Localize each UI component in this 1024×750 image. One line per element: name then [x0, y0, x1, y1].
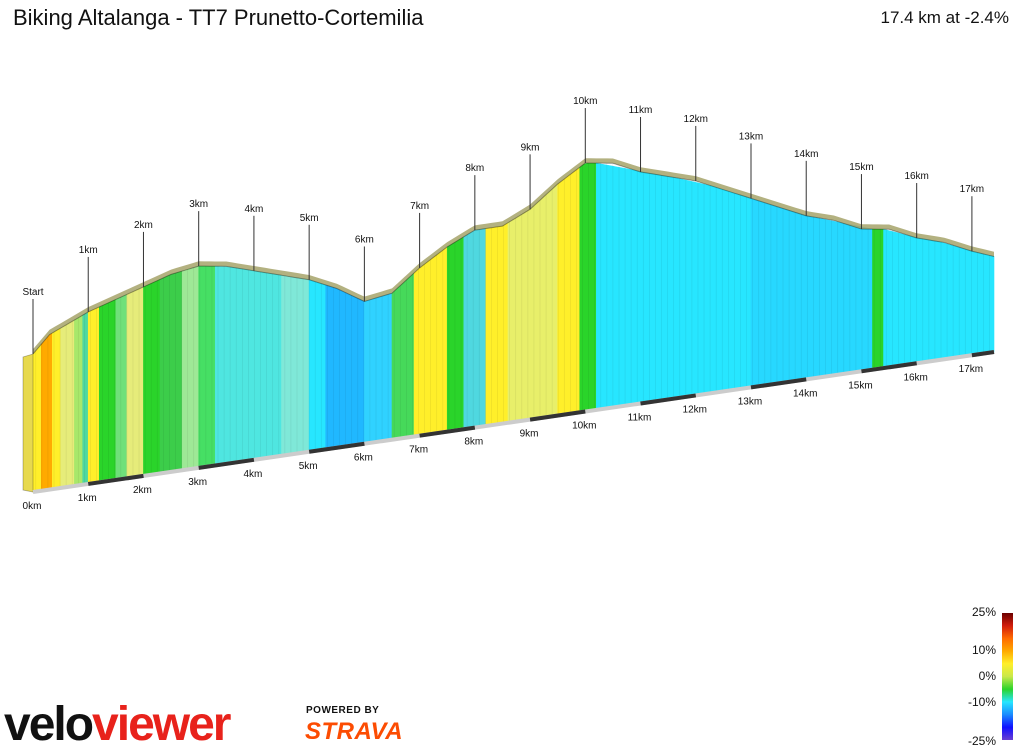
gradient-segment — [485, 222, 509, 427]
legend-label: -10% — [967, 695, 996, 709]
base-line — [32, 350, 995, 494]
gradient-segment — [32, 343, 42, 493]
km-marker-label: 6km — [355, 234, 374, 245]
x-tick-label: 10km — [572, 421, 596, 432]
km-marker-label: Start — [22, 287, 43, 298]
x-tick-label: 1km — [78, 493, 97, 504]
x-tick-label: 4km — [243, 469, 262, 480]
veloviewer-logo: veloviewer — [4, 698, 233, 750]
x-tick-label: 16km — [903, 372, 927, 383]
base-km-band — [640, 393, 697, 406]
km-marker-label: 12km — [684, 114, 708, 125]
profile-left-cap — [22, 353, 34, 493]
km-marker-label: 14km — [794, 149, 818, 160]
gradient-segment — [40, 332, 53, 492]
km-marker-label: 11km — [629, 105, 653, 116]
svg-text:veloviewer: veloviewer — [4, 698, 231, 750]
strava-logo: STRAVA — [305, 718, 404, 745]
km-marker-label: 2km — [134, 220, 153, 231]
base-km-band — [198, 457, 255, 470]
x-tick-label: 8km — [464, 437, 483, 448]
page-title: Biking Altalanga - TT7 Prunetto-Cortemil… — [13, 5, 424, 30]
legend-label: 10% — [971, 643, 996, 657]
base-km-band — [529, 409, 586, 422]
x-tick-label: 11km — [628, 412, 652, 423]
profile-labels-group: 0km 1km 2km 3km 4km 5km 6km 7km 8km 9km 10km 11km 12… — [22, 96, 984, 512]
gradient-segment — [87, 306, 100, 485]
base-km-band — [971, 350, 995, 358]
powered-by-label: POWERED BY — [306, 705, 380, 716]
km-marker-label: 7km — [410, 201, 429, 212]
elevation-profile-chart: 0km 1km 2km 3km 4km 5km 6km 7km 8km 9km 10km 11km 12… — [22, 96, 995, 512]
x-tick-label: 13km — [738, 396, 762, 407]
legend-label: 25% — [971, 605, 996, 619]
gradient-segment — [126, 286, 144, 479]
gradient-segment — [181, 265, 199, 471]
gradient-segment — [325, 284, 365, 450]
x-tick-label: 2km — [133, 485, 152, 496]
profile-edge-group — [22, 158, 995, 493]
legend-label: -25% — [967, 734, 996, 748]
gradient-segment — [115, 293, 128, 481]
km-marker-label: 15km — [849, 162, 873, 173]
km-marker-label: 1km — [79, 245, 98, 256]
x-tick-label: 17km — [959, 364, 983, 375]
x-tick-label: 15km — [848, 380, 872, 391]
gradient-segment — [198, 265, 216, 469]
km-marker-label: 3km — [189, 199, 208, 210]
gradient-segment — [98, 298, 117, 483]
profile-outline — [32, 162, 995, 355]
km-marker-label: 13km — [739, 131, 763, 142]
km-marker-label: 16km — [904, 171, 928, 182]
km-marker-label: 9km — [521, 142, 540, 153]
km-marker-label: 10km — [573, 96, 597, 107]
legend-label: 0% — [978, 669, 996, 683]
base-km-band — [419, 425, 476, 438]
gradient-segment — [82, 311, 89, 486]
base-km-band — [308, 441, 365, 454]
x-tick-label: 14km — [793, 388, 817, 399]
x-tick-label: 3km — [188, 477, 207, 488]
profile-base-group — [32, 350, 995, 494]
gradient-segment — [391, 272, 415, 441]
km-marker-label: 5km — [300, 213, 319, 224]
x-tick-label: 0km — [23, 501, 42, 512]
gradient-segment — [308, 279, 327, 453]
x-tick-label: 5km — [299, 461, 318, 472]
route-summary: 17.4 km at -2.4% — [880, 8, 1009, 27]
x-tick-label: 6km — [354, 453, 373, 464]
gradient-segment — [281, 274, 310, 457]
km-marker-label: 4km — [244, 204, 263, 215]
km-marker-label: 8km — [465, 163, 484, 174]
legend-color-bar — [1002, 613, 1013, 740]
base-km-band — [750, 377, 807, 390]
base-km-band — [87, 473, 144, 486]
x-tick-label: 12km — [683, 404, 707, 415]
x-tick-label: 9km — [520, 429, 539, 440]
gradient-legend: 25% 10% 0% -10% -25% — [955, 600, 1024, 750]
km-marker-label: 17km — [960, 184, 984, 195]
gradient-segment — [52, 327, 61, 490]
x-tick-label: 7km — [409, 445, 428, 456]
profile-fill-group — [32, 162, 995, 493]
base-km-band — [861, 361, 917, 374]
